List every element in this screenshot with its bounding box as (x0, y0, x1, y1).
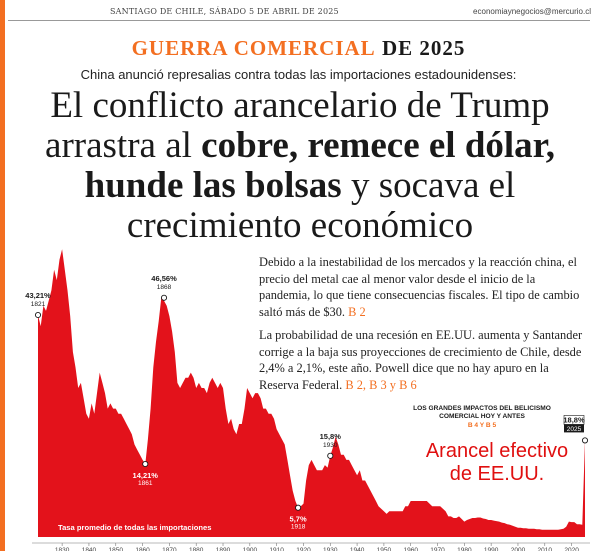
chart-x-axis: 1830 1840 1850 1860 1870 1880 1890 1900 1910 1920… (32, 542, 592, 551)
x-tick-label: 1920 (296, 547, 311, 551)
tariff-area (38, 249, 585, 538)
x-tick-label: 1860 (135, 547, 150, 551)
annotation-marker (327, 452, 334, 459)
paragraph-recession: La probabilidad de una recesión en EE.UU… (259, 327, 589, 393)
headline-line-1: El conflicto arancelario de Trump (50, 85, 550, 126)
x-tick-label: 1900 (243, 547, 258, 551)
infobox-ref[interactable]: B 4 Y B 5 (467, 422, 497, 429)
paragraph-copper-text: Debido a la inestabilidad de los mercado… (259, 255, 580, 319)
annotation-year: 1861 (138, 480, 153, 487)
headline-line-3-plain: y socava el (341, 165, 516, 206)
paragraph-recession-text: La probabilidad de una recesión en EE.UU… (259, 328, 583, 392)
annotation-year: 1821 (31, 301, 46, 308)
x-tick-label: 1960 (403, 547, 418, 551)
x-axis-band (32, 543, 592, 551)
section-email: economiaynegocios@mercurio.cl (473, 7, 591, 16)
annotation-marker (160, 294, 168, 301)
headline-line-2-plain: arrastra al (45, 125, 202, 166)
annotation-value: 43,21% (25, 291, 51, 300)
subhead: China anunció represalias contra todas l… (80, 67, 517, 82)
paragraph-copper-ref[interactable]: B 2 (348, 304, 366, 319)
annotation-year: 1918 (291, 524, 306, 531)
annotation-marker (581, 437, 589, 444)
annotation-marker (295, 504, 302, 511)
x-tick-label: 1880 (189, 547, 204, 551)
x-tick-label: 1930 (323, 547, 338, 551)
x-tick-label: 1830 (55, 547, 70, 551)
chart-plot-area (38, 249, 585, 538)
annotation-value: 5,7% (290, 515, 307, 524)
x-tick-label: 1850 (109, 547, 124, 551)
paragraph-copper: Debido a la inestabilidad de los mercado… (259, 254, 589, 320)
headline-line-2: arrastra al cobre, remece el dólar, (10, 126, 590, 166)
kicker-year: DE 2025 (381, 36, 466, 60)
chart-title-line-1: Arancel efectivo (425, 440, 569, 462)
x-tick-label: 1990 (484, 547, 499, 551)
infobox-title: LOS GRANDES IMPACTOS DEL BELICISMO COMER… (392, 405, 572, 421)
headline: El conflicto arancelario de Trump arrast… (10, 86, 590, 246)
annotation-year: 2025 (567, 426, 582, 433)
x-tick-label: 2020 (564, 547, 579, 551)
x-tick-label: 1870 (162, 547, 177, 551)
x-tick-label: 1890 (216, 547, 231, 551)
paragraph-recession-ref[interactable]: B 2, B 3 y B 6 (345, 377, 417, 392)
chart-title-line-2: de EE.UU. (449, 463, 545, 485)
headline-line-3-bold: hunde las bolsas (84, 165, 342, 206)
tariff-chart: 43,21%1821 14,21%1861 46,56%1868 5,7%1918 15… (25, 249, 592, 551)
annotation-marker (142, 460, 149, 468)
annotation-value: 46,56% (151, 274, 177, 283)
x-tick-label: 1950 (377, 547, 392, 551)
annotation-value: 15,8% (320, 432, 342, 441)
x-tick-label: 1980 (457, 547, 472, 551)
header-rule (8, 20, 590, 21)
left-accent-bar (0, 0, 5, 551)
headline-line-3: hunde las bolsas y socava el (10, 166, 590, 206)
annotation-year-box (564, 424, 584, 433)
section-kicker: GUERRA COMERCIAL DE 2025 (0, 36, 597, 61)
x-tick-label: 2000 (511, 547, 526, 551)
annotation-year: 1930 (323, 442, 338, 449)
annotation-year: 1868 (157, 284, 172, 291)
annotation-value: 18,8% (563, 415, 585, 424)
dateline: SANTIAGO DE CHILE, SÁBADO 5 DE ABRIL DE … (110, 7, 339, 16)
infobox-title-line-1: LOS GRANDES IMPACTOS DEL BELICISMO (413, 405, 551, 412)
x-tick-label: 1840 (82, 547, 97, 551)
kicker-topic: GUERRA COMERCIAL (131, 36, 376, 60)
headline-line-4: crecimiento económico (126, 205, 474, 246)
annotation-marker (34, 311, 42, 319)
x-tick-label: 2010 (538, 547, 553, 551)
headline-line-2-bold: cobre, remece el dólar, (201, 125, 555, 166)
infobox-title-line-2: COMERCIAL HOY Y ANTES (439, 413, 525, 420)
series-label: Tasa promedio de todas las importaciones (58, 523, 211, 532)
annotation-value: 14,21% (133, 471, 159, 480)
x-tick-label: 1910 (269, 547, 284, 551)
x-tick-label: 1940 (350, 547, 365, 551)
x-tick-label: 1970 (430, 547, 445, 551)
chart-annotations: 43,21%1821 14,21%1861 46,56%1868 5,7%1918 15… (25, 274, 589, 531)
chart-title: Arancel efectivo de EE.UU. (412, 440, 582, 486)
